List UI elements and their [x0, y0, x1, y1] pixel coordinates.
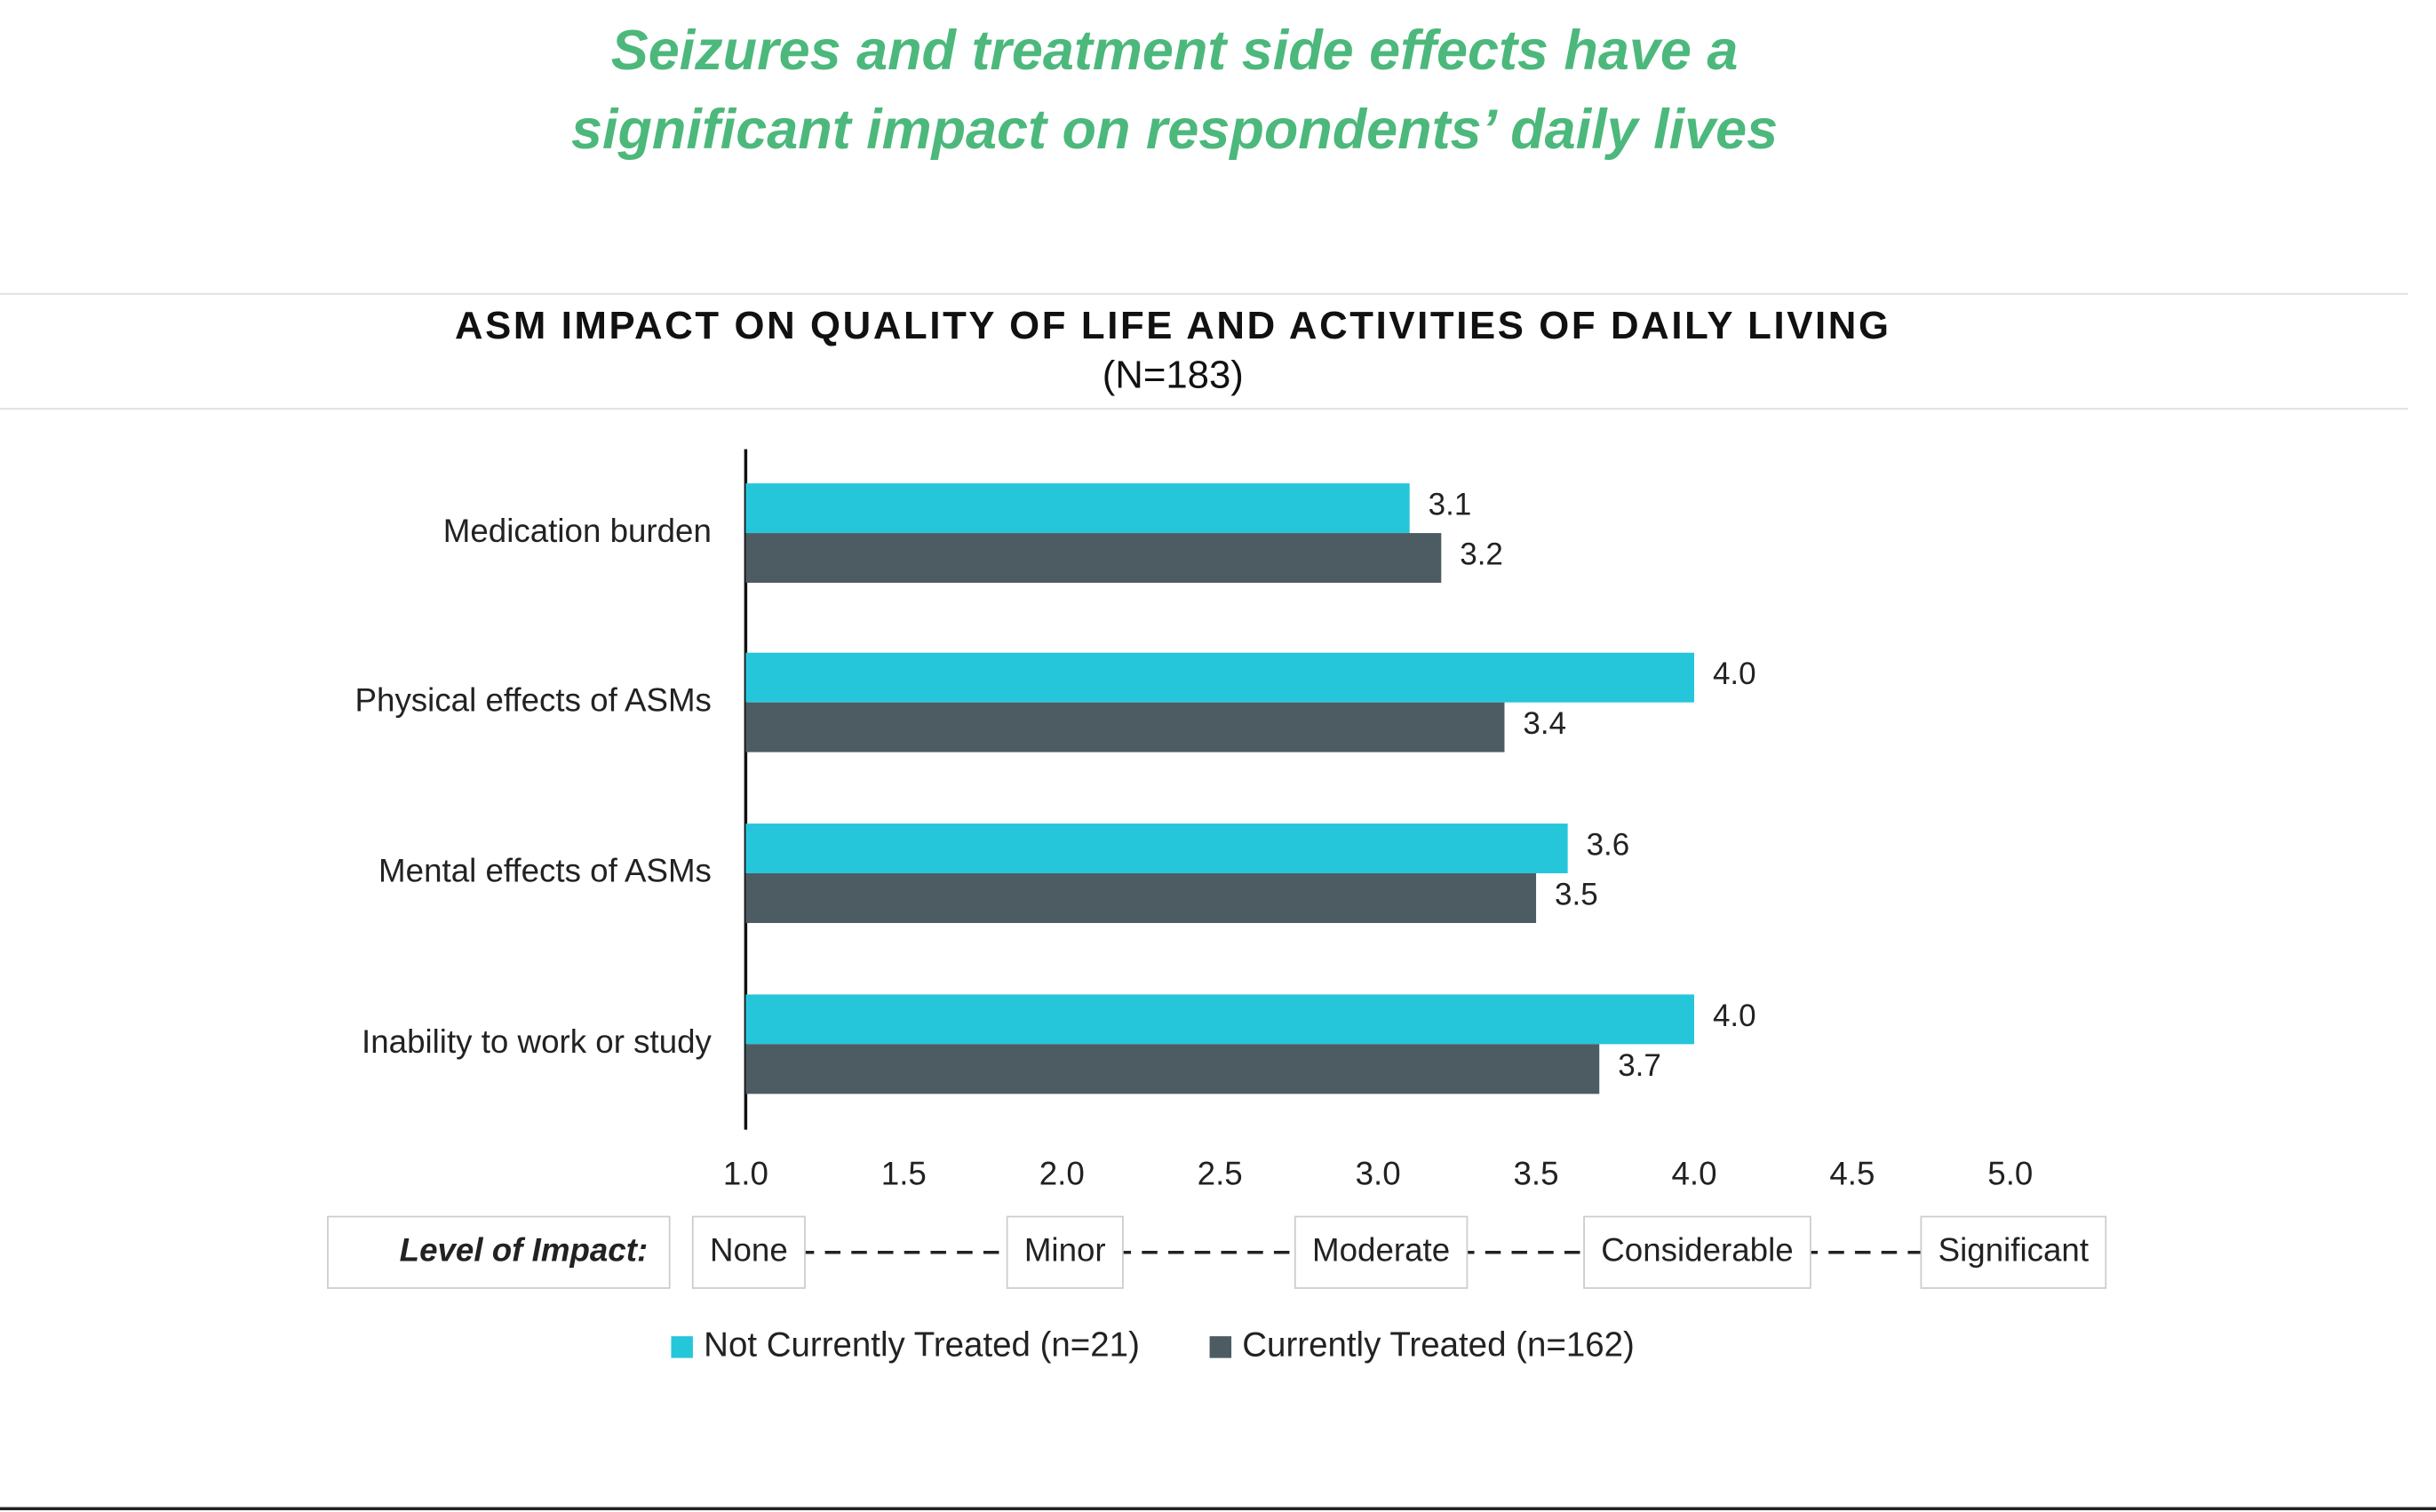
headline: Seizures and treatment side effects have… — [611, 20, 1739, 82]
legend-label: Currently Treated (n=162) — [1242, 1326, 1635, 1365]
x-tick-label: 5.0 — [1987, 1156, 2033, 1192]
category-label: Medication burden — [443, 513, 712, 549]
x-tick-label: 3.5 — [1514, 1156, 1559, 1192]
x-tick-label: 3.0 — [1356, 1156, 1401, 1192]
headline: significant impact on respondents’ daily… — [571, 99, 1778, 161]
scale-box — [1006, 1215, 1124, 1289]
legend-label: Not Currently Treated (n=21) — [704, 1326, 1140, 1365]
x-tick-label: 4.0 — [1671, 1156, 1716, 1192]
scale-box — [1294, 1215, 1469, 1289]
scale-box — [691, 1215, 806, 1289]
value-label: 4.0 — [1713, 657, 1756, 691]
category-label: Mental effects of ASMs — [378, 853, 712, 889]
x-tick-label: 1.0 — [723, 1156, 768, 1192]
legend-swatch — [1209, 1336, 1232, 1358]
scale-box — [1920, 1215, 2107, 1289]
value-label: 4.0 — [1713, 999, 1756, 1033]
value-label: 3.6 — [1587, 828, 1630, 863]
category-label: Inability to work or study — [362, 1023, 712, 1060]
bar — [745, 702, 1505, 752]
value-label: 3.7 — [1618, 1048, 1661, 1083]
scale-level: Considerable — [1601, 1231, 1793, 1268]
chart-subtitle: (N=183) — [1103, 354, 1244, 397]
bar — [745, 533, 1442, 584]
legend-swatch — [671, 1336, 693, 1358]
scale-level: Moderate — [1312, 1231, 1450, 1268]
bar — [745, 483, 1410, 534]
x-tick-label: 4.5 — [1829, 1156, 1875, 1192]
value-label: 3.2 — [1460, 537, 1503, 572]
scale-box — [327, 1215, 671, 1289]
bar — [745, 994, 1694, 1045]
category-label: Physical effects of ASMs — [355, 681, 712, 718]
scale-level: Significant — [1938, 1231, 2089, 1268]
value-label: 3.1 — [1429, 488, 1472, 522]
chart-title: ASM IMPACT ON QUALITY OF LIFE AND ACTIVI… — [455, 304, 1891, 347]
bar — [745, 873, 1537, 923]
x-tick-label: 1.5 — [881, 1156, 927, 1192]
x-tick-label: 2.0 — [1039, 1156, 1085, 1192]
bar — [745, 652, 1694, 703]
scale-label: Level of Impact: — [400, 1231, 649, 1268]
value-label: 3.4 — [1523, 706, 1566, 741]
scale-level: Minor — [1024, 1231, 1106, 1268]
x-tick-label: 2.5 — [1198, 1156, 1243, 1192]
bar — [745, 824, 1568, 874]
scale-box — [1583, 1215, 1811, 1289]
value-label: 3.5 — [1555, 877, 1598, 911]
bar — [745, 1044, 1600, 1094]
scale-level: None — [710, 1231, 788, 1268]
